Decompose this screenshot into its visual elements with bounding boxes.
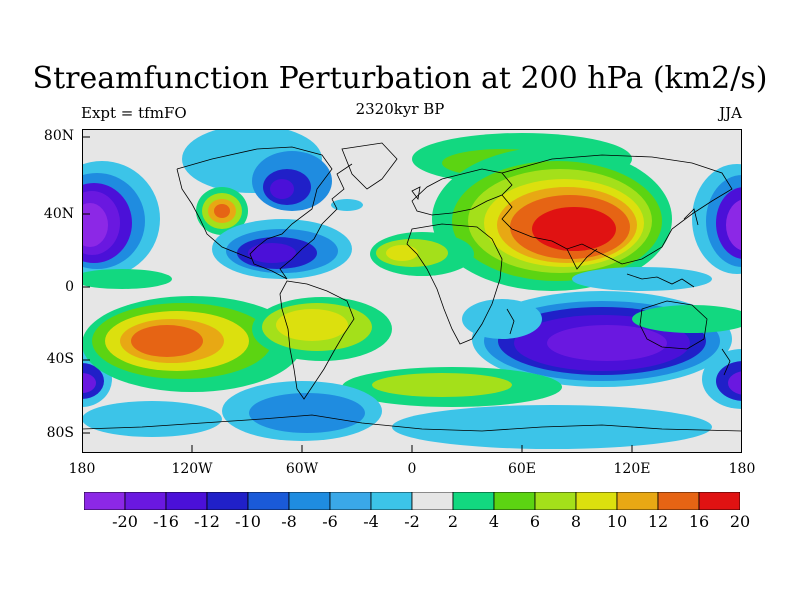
colorbar	[84, 492, 740, 510]
lon-label-120e: 120E	[613, 461, 651, 477]
colorbar-swatch	[411, 492, 454, 510]
season-label: JJA	[719, 104, 742, 122]
tibetan-high	[432, 147, 672, 291]
plot-title: Streamfunction Perturbation at 200 hPa (…	[32, 61, 768, 96]
colorbar-label: -4	[363, 512, 379, 531]
caribbean-low	[212, 219, 352, 279]
colorbar-label: -6	[322, 512, 338, 531]
colorbar-label: 12	[647, 512, 669, 531]
lon-label-120w: 120W	[171, 461, 213, 477]
colorbar-label: -10	[235, 512, 261, 531]
colorbar-swatch	[575, 492, 618, 510]
arabian-sea-low	[462, 299, 542, 339]
north-america-west-coast	[176, 168, 253, 260]
colorbar-swatch	[165, 492, 208, 510]
asia-coast	[501, 154, 733, 265]
lat-label-0: 0	[65, 279, 74, 295]
colorbar-swatch	[616, 492, 659, 510]
colorbar-swatch	[247, 492, 290, 510]
colorbar-label: -8	[281, 512, 297, 531]
north-america-high	[196, 187, 248, 235]
time-label: 2320kyr BP	[355, 100, 445, 118]
north-pacific-low-east	[692, 164, 742, 274]
lon-label-180-left: 180	[68, 461, 96, 477]
colorbar-label: -12	[194, 512, 220, 531]
equatorial-band-high	[82, 269, 172, 289]
tick-marks	[82, 136, 633, 453]
colorbar-label: 2	[447, 512, 459, 531]
colorbar-label: 4	[488, 512, 500, 531]
colorbar-label: 16	[688, 512, 710, 531]
maritime-continent-coast	[626, 273, 695, 288]
madagascar-coast	[506, 308, 515, 335]
south-pacific-high	[82, 296, 302, 392]
greenland-coast	[341, 142, 398, 190]
lon-label-180-right: 180	[728, 461, 756, 477]
colorbar-swatch	[124, 492, 167, 510]
india-coast	[566, 248, 598, 270]
colorbar-label: 20	[729, 512, 751, 531]
lon-label-0: 0	[407, 461, 417, 477]
lat-label-80n: 80N	[43, 128, 74, 144]
coastlines	[82, 142, 742, 432]
japan-coast	[683, 208, 699, 226]
colorbar-swatch	[370, 492, 413, 510]
experiment-label: Expt = tfmFO	[81, 104, 187, 122]
south-atlantic-high	[252, 297, 392, 361]
atlantic-minor-low	[331, 199, 363, 211]
colorbar-swatch	[493, 492, 536, 510]
uk-coast	[411, 186, 421, 200]
lat-label-40n: 40N	[43, 206, 74, 222]
north-africa-high	[370, 232, 474, 276]
colorbar-label: -2	[404, 512, 420, 531]
colorbar-swatch	[657, 492, 700, 510]
map-panel	[82, 129, 742, 453]
colorbar-label: 10	[606, 512, 628, 531]
colorbar-label: 6	[529, 512, 541, 531]
europe-coast	[411, 168, 513, 216]
antarctica-coast	[82, 414, 742, 432]
colorbar-label: -20	[112, 512, 138, 531]
south-america-coast	[279, 280, 355, 400]
africa-coast	[406, 223, 503, 345]
colorbar-swatch	[452, 492, 495, 510]
arctic-canada-low	[182, 129, 332, 211]
new-zealand-coast	[721, 348, 731, 376]
colorbar-swatch	[329, 492, 372, 510]
lon-label-60e: 60E	[507, 461, 537, 477]
map-canvas	[82, 129, 742, 453]
southwest-pacific-low	[702, 349, 742, 409]
southern-ocean-belt	[342, 305, 742, 407]
north-pacific-low-west	[82, 161, 160, 277]
colorbar-label: -16	[153, 512, 179, 531]
colorbar-swatch	[698, 492, 740, 510]
colorbar-swatch	[206, 492, 249, 510]
colorbar-label: 8	[570, 512, 582, 531]
australia-coast	[639, 300, 708, 350]
colorbar-swatch	[288, 492, 331, 510]
lat-label-80s: 80S	[46, 425, 74, 441]
lon-label-60w: 60W	[285, 461, 319, 477]
colorbar-swatch	[84, 492, 126, 510]
colorbar-swatch	[534, 492, 577, 510]
lat-label-40s: 40S	[46, 351, 74, 367]
